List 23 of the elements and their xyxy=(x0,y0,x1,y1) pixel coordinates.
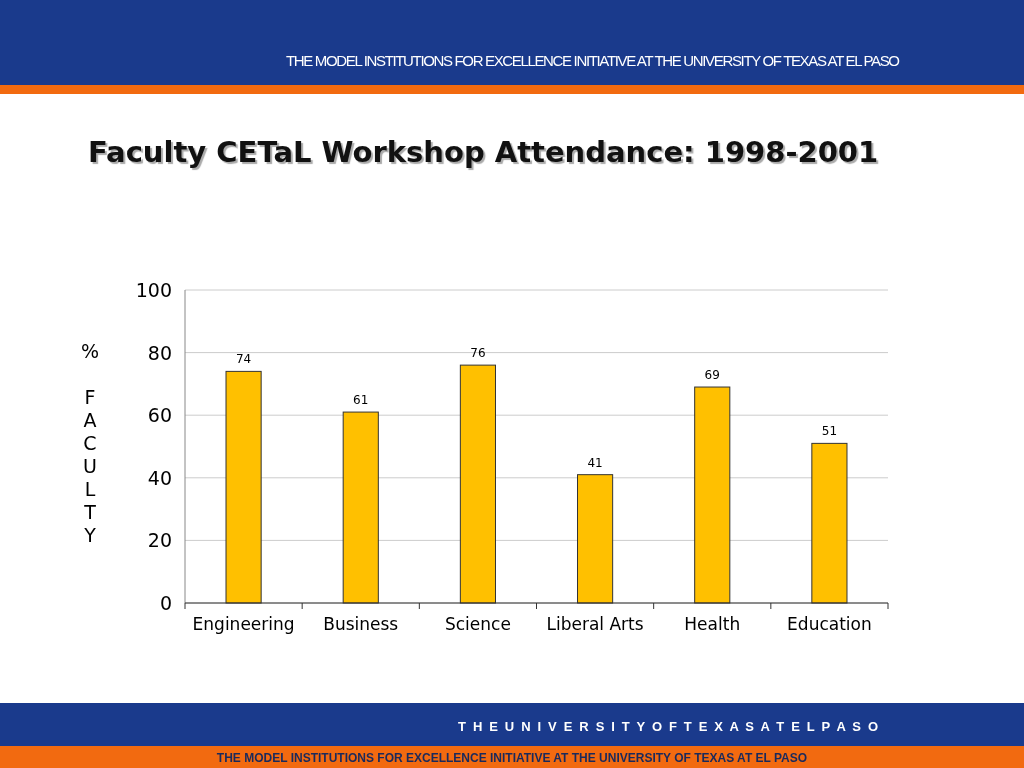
data-label: 69 xyxy=(704,368,720,383)
text: T H E U N I V E R S I T Y O F T E X A S A T E L P A S O xyxy=(458,719,878,734)
x-tick-label: Education xyxy=(787,614,872,634)
y-tick-label: 20 xyxy=(147,529,172,552)
data-label: 51 xyxy=(821,424,838,439)
text: % FACULTY xyxy=(80,340,100,546)
data-label: 76 xyxy=(470,346,486,361)
y-tick-label: 40 xyxy=(147,466,172,489)
y-tick-label: 80 xyxy=(147,341,172,364)
x-tick-label: Health xyxy=(684,614,741,634)
text: THE MODEL INSTITUTIONS FOR EXCELLENCE INITIATIVE AT THE UNIVERSITY OF TEXAS AT EL PASO xyxy=(216,751,808,765)
data-label: 74 xyxy=(235,352,252,367)
x-tick-label: Engineering xyxy=(192,614,295,634)
data-label: 61 xyxy=(353,393,369,408)
x-tick-label: Science xyxy=(444,614,511,634)
y-tick-label: 0 xyxy=(159,592,172,614)
y-tick-label: 60 xyxy=(147,404,172,427)
y-tick-label: 100 xyxy=(135,279,172,301)
x-tick-label: Business xyxy=(323,614,399,634)
data-label: 41 xyxy=(587,455,603,470)
chart-title: Faculty CETaL Workshop Attendance: 1998-2001 xyxy=(88,135,879,169)
text: THE MODEL INSTITUTIONS FOR EXCELLENCE INITIATIVE AT THE UNIVERSITY OF TEXAS AT EL PASO xyxy=(286,52,900,69)
x-tick-label: Liberal Arts xyxy=(546,614,644,634)
